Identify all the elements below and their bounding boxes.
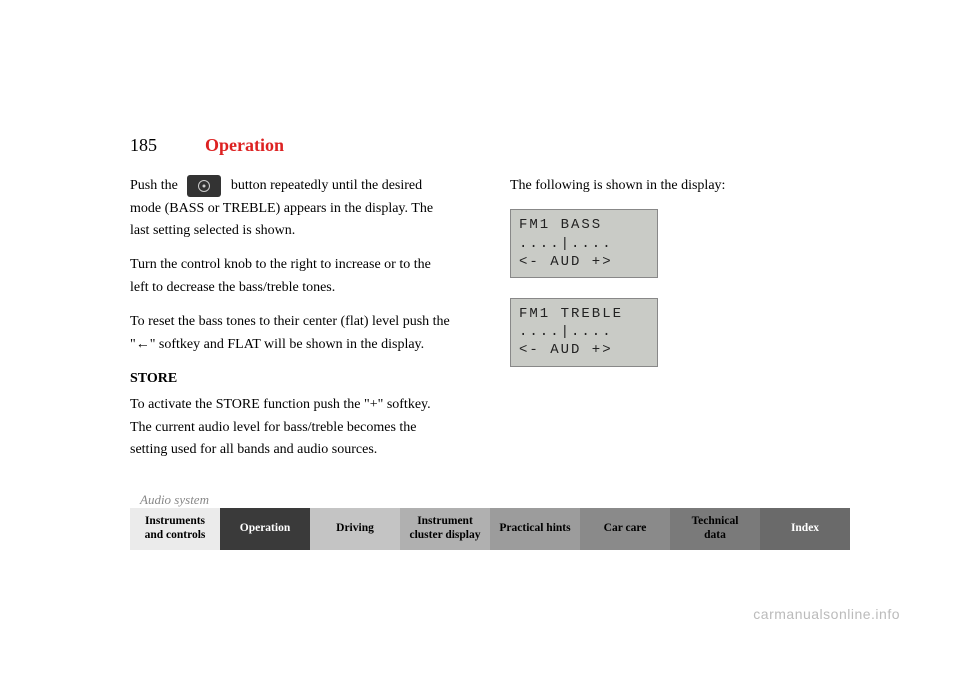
lcd-line: ....|.... (519, 235, 649, 253)
paragraph-intro: Push the button repeatedly until the des… (130, 175, 450, 242)
manual-page: 185 Operation Push the button repeatedly… (0, 0, 960, 678)
lcd-line: <- AUD +> (519, 253, 649, 271)
tab-practical-hints[interactable]: Practical hints (490, 508, 580, 550)
tab-index[interactable]: Index (760, 508, 850, 550)
aud-button-icon (187, 175, 221, 197)
tab-instrument-cluster-display[interactable]: Instrumentcluster display (400, 508, 490, 550)
page-number: 185 (130, 135, 157, 156)
tab-car-care[interactable]: Car care (580, 508, 670, 550)
lcd-display-bass: FM1 BASS ....|.... <- AUD +> (510, 209, 658, 278)
tab-driving[interactable]: Driving (310, 508, 400, 550)
lcd-display-treble: FM1 TREBLE ....|.... <- AUD +> (510, 298, 658, 367)
intro-text-1: Push the (130, 178, 181, 193)
lcd-line: ....|.... (519, 323, 649, 341)
lcd-line: <- AUD +> (519, 341, 649, 359)
content-region: Push the button repeatedly until the des… (130, 175, 830, 474)
right-heading: The following is shown in the display: (510, 175, 830, 197)
tab-instruments-and-controls[interactable]: Instrumentsand controls (130, 508, 220, 550)
tab-technical-data[interactable]: Technicaldata (670, 508, 760, 550)
lcd-line: FM1 BASS (519, 216, 649, 234)
store-text: To activate the STORE function push the … (130, 394, 450, 461)
paragraph-3: To reset the bass tones to their center … (130, 311, 450, 356)
tab-operation[interactable]: Operation (220, 508, 310, 550)
lcd-line: FM1 TREBLE (519, 305, 649, 323)
watermark: carmanualsonline.info (753, 606, 900, 622)
left-column: Push the button repeatedly until the des… (130, 175, 450, 474)
store-heading: STORE (130, 368, 450, 390)
right-column: The following is shown in the display: F… (510, 175, 830, 474)
paragraph-2: Turn the control knob to the right to in… (130, 254, 450, 299)
section-tabs: Instrumentsand controlsOperationDrivingI… (130, 508, 850, 550)
breadcrumb: Audio system (140, 492, 209, 508)
section-title: Operation (205, 135, 284, 156)
para3-b: " softkey and FLAT will be shown in the … (150, 337, 424, 352)
back-arrow-icon: ← (136, 337, 150, 352)
